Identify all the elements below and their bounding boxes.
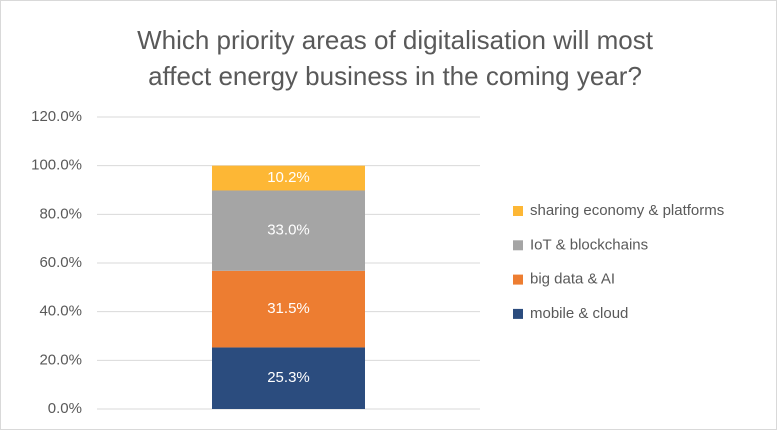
data-label: 10.2% <box>267 169 310 186</box>
data-label: 31.5% <box>267 300 310 317</box>
y-tick-label: 100.0% <box>31 157 82 174</box>
legend-label: mobile & cloud <box>530 305 628 322</box>
legend-label: IoT & blockchains <box>530 236 648 253</box>
bar-segment <box>212 270 365 348</box>
legend-label: big data & AI <box>530 271 615 288</box>
bar-segment <box>212 165 365 191</box>
legend-swatch <box>513 308 523 319</box>
y-tick-label: 120.0% <box>31 108 82 125</box>
data-label: 25.3% <box>267 369 310 386</box>
y-tick-label: 80.0% <box>39 205 82 222</box>
data-label: 33.0% <box>267 222 310 239</box>
bar-segment <box>212 347 365 409</box>
bar-segment <box>212 190 365 271</box>
legend-label: sharing economy & platforms <box>530 202 724 219</box>
legend-swatch <box>513 206 523 216</box>
y-tick-label: 20.0% <box>39 351 82 368</box>
legend-swatch <box>513 274 523 285</box>
y-tick-label: 0.0% <box>48 400 82 417</box>
y-tick-label: 40.0% <box>39 303 82 320</box>
legend-swatch <box>513 240 523 251</box>
y-tick-label: 60.0% <box>39 254 82 271</box>
chart-title: Which priority areas of digitalisation w… <box>137 25 654 55</box>
chart-title: affect energy business in the coming yea… <box>148 61 642 91</box>
